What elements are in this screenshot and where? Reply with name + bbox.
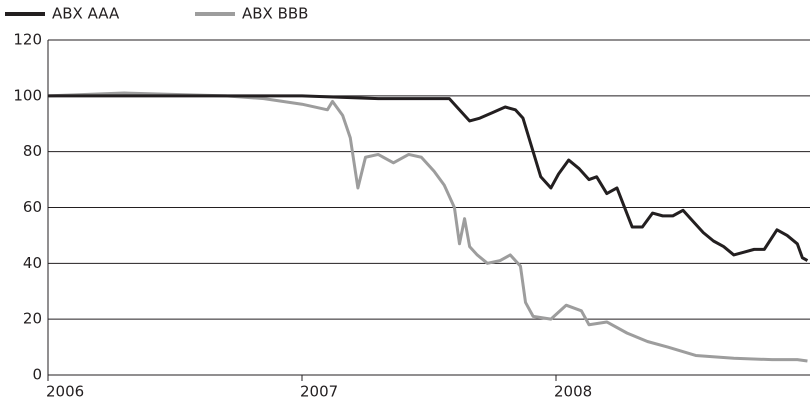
y-tick-label: 40 — [23, 254, 42, 272]
legend-label: ABX BBB — [242, 5, 308, 23]
x-tick-label: 2006 — [46, 383, 84, 401]
x-tick-label: 2007 — [300, 383, 338, 401]
x-tick-label: 2008 — [554, 383, 592, 401]
y-tick-label: 80 — [23, 142, 42, 160]
y-tick-label: 60 — [23, 198, 42, 216]
legend-label: ABX AAA — [52, 5, 120, 23]
y-tick-label: 0 — [32, 366, 42, 384]
y-tick-label: 120 — [13, 31, 42, 49]
y-tick-label: 20 — [23, 310, 42, 328]
line — [47, 91, 808, 363]
y-tick-label: 100 — [13, 86, 42, 104]
line — [48, 94, 809, 262]
